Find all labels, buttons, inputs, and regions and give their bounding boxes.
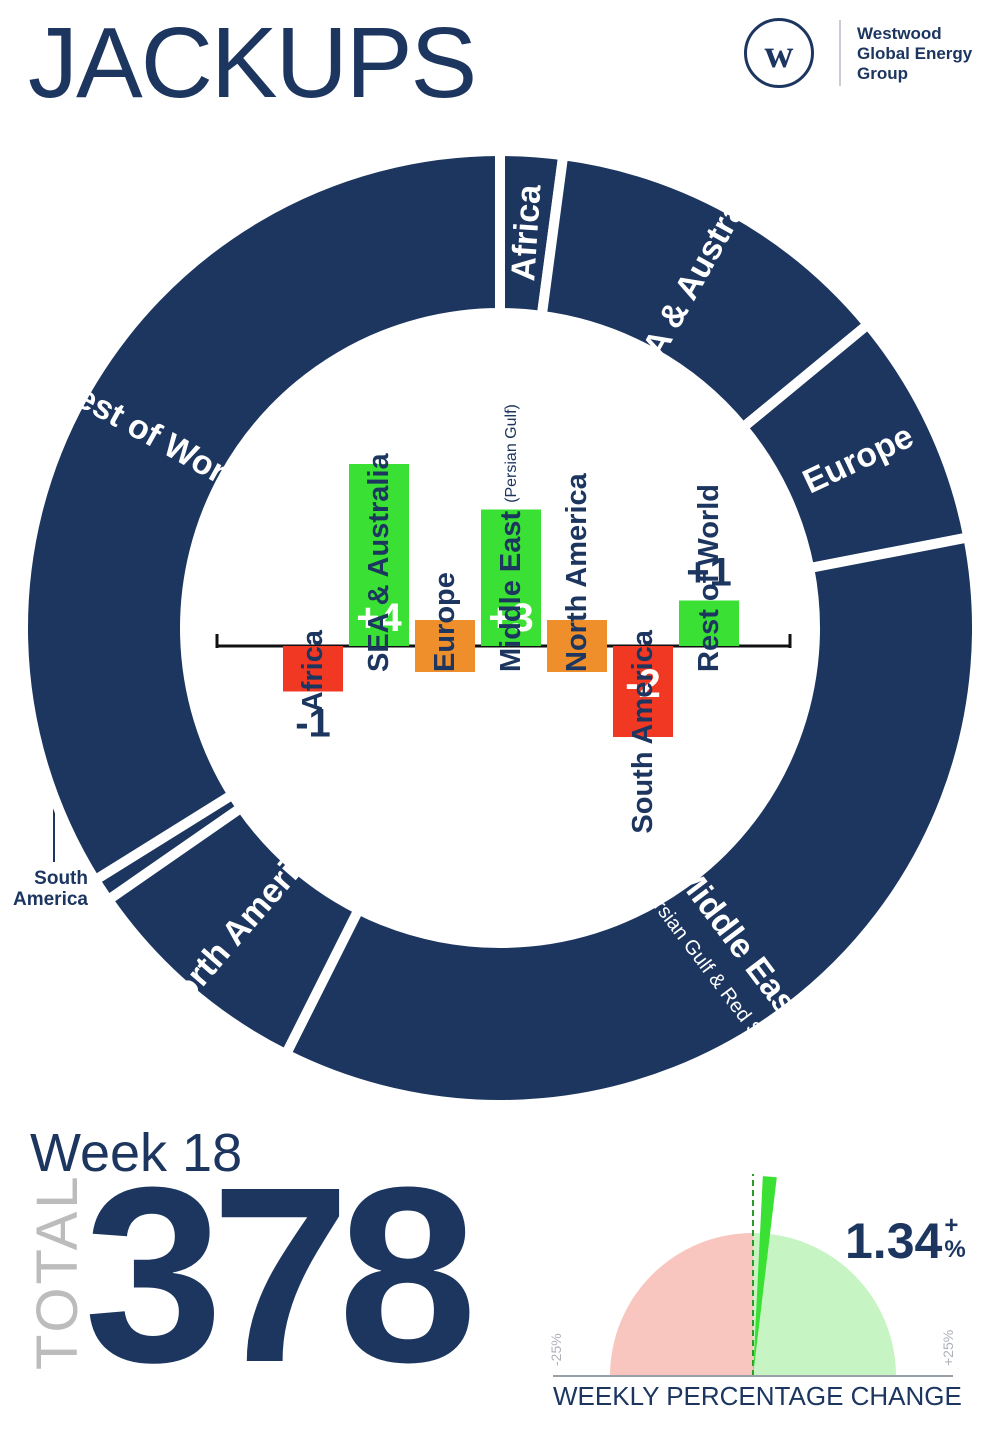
south-america-external-label: South America xyxy=(13,868,88,910)
sign-glyph: + xyxy=(944,1212,959,1239)
logo-line-2: Global Energy xyxy=(857,44,973,63)
donut-chart: Africa SEA & Australia Europe Middle East(P… xyxy=(18,145,982,1110)
gauge-negative-half xyxy=(610,1233,753,1376)
bar-middle-east xyxy=(481,509,541,646)
westwood-logo-icon: w xyxy=(744,18,814,88)
bar-category-north-america: North America xyxy=(561,472,593,672)
total-value: 378 xyxy=(84,1135,477,1414)
gauge-needle xyxy=(753,1176,777,1376)
logo-line-1: Westwood xyxy=(857,24,942,43)
bar-sea-and-australia xyxy=(349,464,409,646)
total-label: TOTAL xyxy=(25,1173,90,1370)
bar-value-africa: -1 xyxy=(295,702,331,746)
week-label: Week 18 xyxy=(30,1123,243,1183)
bar-europe xyxy=(415,620,475,672)
bar-south-america xyxy=(613,646,673,737)
weekly-change-value: 1.34 + % xyxy=(845,1212,966,1270)
company-logo: w Westwood Global Energy Group xyxy=(744,18,994,94)
bar-north-america xyxy=(547,620,607,672)
donut-slice-middle-east xyxy=(279,531,982,1110)
gauge-max-label: +25% xyxy=(940,1329,956,1366)
bar-value-sea-and-australia: +4 xyxy=(356,596,402,640)
bar-value-rest-of-world: +1 xyxy=(686,551,732,595)
gauge-caption: WEEKLY PERCENTAGE CHANGE xyxy=(553,1381,962,1411)
bar-value-south-america: -2 xyxy=(625,662,661,706)
logo-line-3: Group xyxy=(857,64,908,83)
page-title: JACKUPS xyxy=(28,7,477,119)
logo-divider xyxy=(839,20,841,86)
bar-category-sea-and-australia: SEA & Australia xyxy=(363,452,395,672)
donut-label-africa: Africa xyxy=(504,182,548,282)
bar-category-middle-east: Middle East(Persian Gulf) xyxy=(495,404,527,672)
bar-value-middle-east: +3 xyxy=(488,596,534,640)
bar-category-africa: Africa xyxy=(297,629,329,712)
gauge-chart xyxy=(553,1174,953,1377)
gauge-min-label: -25% xyxy=(548,1333,564,1366)
bar-category-note-middle-east: (Persian Gulf) xyxy=(503,404,520,503)
weekly-change-sign: + % xyxy=(944,1214,965,1262)
bar-category-south-america: South America xyxy=(627,629,659,833)
donut-slice-rest-of-world xyxy=(18,145,505,887)
logo-text: Westwood Global Energy Group xyxy=(857,24,972,84)
bar-category-europe: Europe xyxy=(429,572,461,672)
weekly-change-number: 1.34 xyxy=(845,1213,943,1269)
percent-glyph: % xyxy=(944,1236,966,1263)
gauge-positive-half xyxy=(753,1233,896,1376)
bar-category-rest-of-world: Rest of World xyxy=(693,484,725,672)
bar-africa xyxy=(283,646,343,692)
bar-rest-of-world xyxy=(679,600,739,646)
